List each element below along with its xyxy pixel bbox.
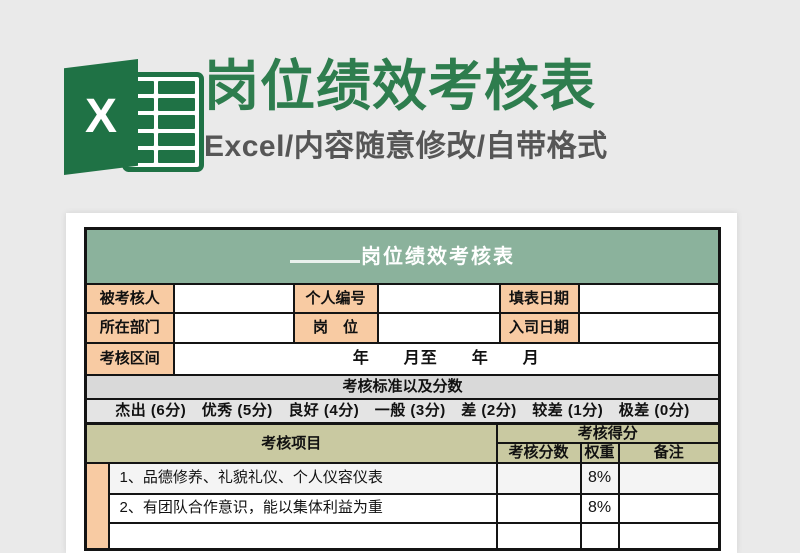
assess-period-value-cell: 年 月至 年 月 [172,342,721,376]
item-note-cell [617,461,721,495]
item-note-cell [617,521,721,550]
excel-sheet-grid-icon [122,72,204,172]
title-underline [290,244,360,263]
page-subtitle: Excel/内容随意修改/自带格式 [204,129,608,163]
fill-date-value-cell [577,283,721,314]
page-title: 岗位绩效考核表 [204,55,597,117]
item-note-cell [617,492,721,524]
template-preview-card[interactable]: 岗位绩效考核表 被考核人 个人编号 填表日期 所在部门 岗 位 入司日期 考核区… [66,213,737,553]
hero-header: X 岗位绩效考核表 Excel/内容随意修改/自带格式 [0,0,800,213]
personal-id-value-cell [376,283,501,314]
item-text: 1、品德修养、礼貌礼仪、个人仪容仪表 [107,461,498,495]
standard-header: 考核标准以及分数 [84,374,721,400]
label-assess-period: 考核区间 [84,342,175,376]
label-hire-date: 入司日期 [498,312,580,344]
item-score-cell [495,521,582,550]
score-table: 考核项目 考核得分 考核分数 权重 备注 1、品德修养、礼貌礼仪、个人仪容仪表 … [84,422,721,551]
category-color-strip [84,461,110,550]
item-score-cell [495,492,582,524]
item-weight-cell [579,521,620,550]
position-value-cell [376,312,501,344]
assessee-value-cell [172,283,295,314]
col-header-note: 备注 [617,442,721,464]
col-header-weight: 权重 [579,442,620,464]
sheet-title-cell: 岗位绩效考核表 [84,227,721,285]
item-text [107,521,498,550]
excel-logo-icon: X [64,57,204,176]
label-personal-id: 个人编号 [292,283,379,314]
brand-text: 岗位绩效考核表 Excel/内容随意修改/自带格式 [204,55,608,165]
item-weight-cell: 8% [579,492,620,524]
excel-letter: X [84,90,117,143]
info-table: 岗位绩效考核表 被考核人 个人编号 填表日期 所在部门 岗 位 入司日期 考核区… [84,227,721,425]
item-weight-cell: 8% [579,461,620,495]
col-header-score: 考核分数 [495,442,582,464]
items-header: 考核项目 [84,422,498,464]
item-text: 2、有团队合作意识，能以集体利益为重 [107,492,498,524]
department-value-cell [172,312,295,344]
label-assessee: 被考核人 [84,283,175,314]
label-position: 岗 位 [292,312,379,344]
sheet-title: 岗位绩效考核表 [361,246,515,268]
item-score-cell [495,461,582,495]
excel-x-flap-icon: X [64,59,138,175]
label-department: 所在部门 [84,312,175,344]
score-scale-row: 杰出 (6分) 优秀 (5分) 良好 (4分) 一般 (3分) 差 (2分) 较… [84,398,721,425]
hire-date-value-cell [577,312,721,344]
label-fill-date: 填表日期 [498,283,580,314]
score-header: 考核得分 [495,422,721,445]
